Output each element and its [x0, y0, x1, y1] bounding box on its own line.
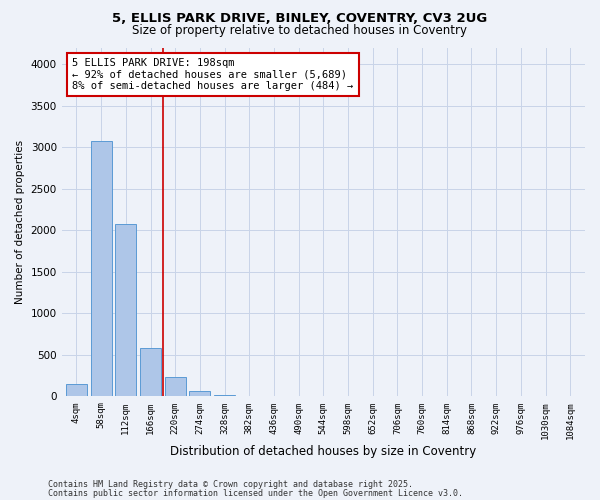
- Bar: [165, 378, 186, 396]
- Text: 5, ELLIS PARK DRIVE, BINLEY, COVENTRY, CV3 2UG: 5, ELLIS PARK DRIVE, BINLEY, COVENTRY, C…: [112, 12, 488, 26]
- Bar: [140, 348, 161, 397]
- Y-axis label: Number of detached properties: Number of detached properties: [15, 140, 25, 304]
- Bar: [115, 224, 136, 396]
- Bar: [66, 384, 87, 396]
- Text: Contains public sector information licensed under the Open Government Licence v3: Contains public sector information licen…: [48, 489, 463, 498]
- Bar: [91, 140, 112, 396]
- X-axis label: Distribution of detached houses by size in Coventry: Distribution of detached houses by size …: [170, 444, 476, 458]
- Text: 5 ELLIS PARK DRIVE: 198sqm
← 92% of detached houses are smaller (5,689)
8% of se: 5 ELLIS PARK DRIVE: 198sqm ← 92% of deta…: [72, 58, 353, 91]
- Text: Contains HM Land Registry data © Crown copyright and database right 2025.: Contains HM Land Registry data © Crown c…: [48, 480, 413, 489]
- Text: Size of property relative to detached houses in Coventry: Size of property relative to detached ho…: [133, 24, 467, 37]
- Bar: [190, 390, 211, 396]
- Bar: [214, 395, 235, 396]
